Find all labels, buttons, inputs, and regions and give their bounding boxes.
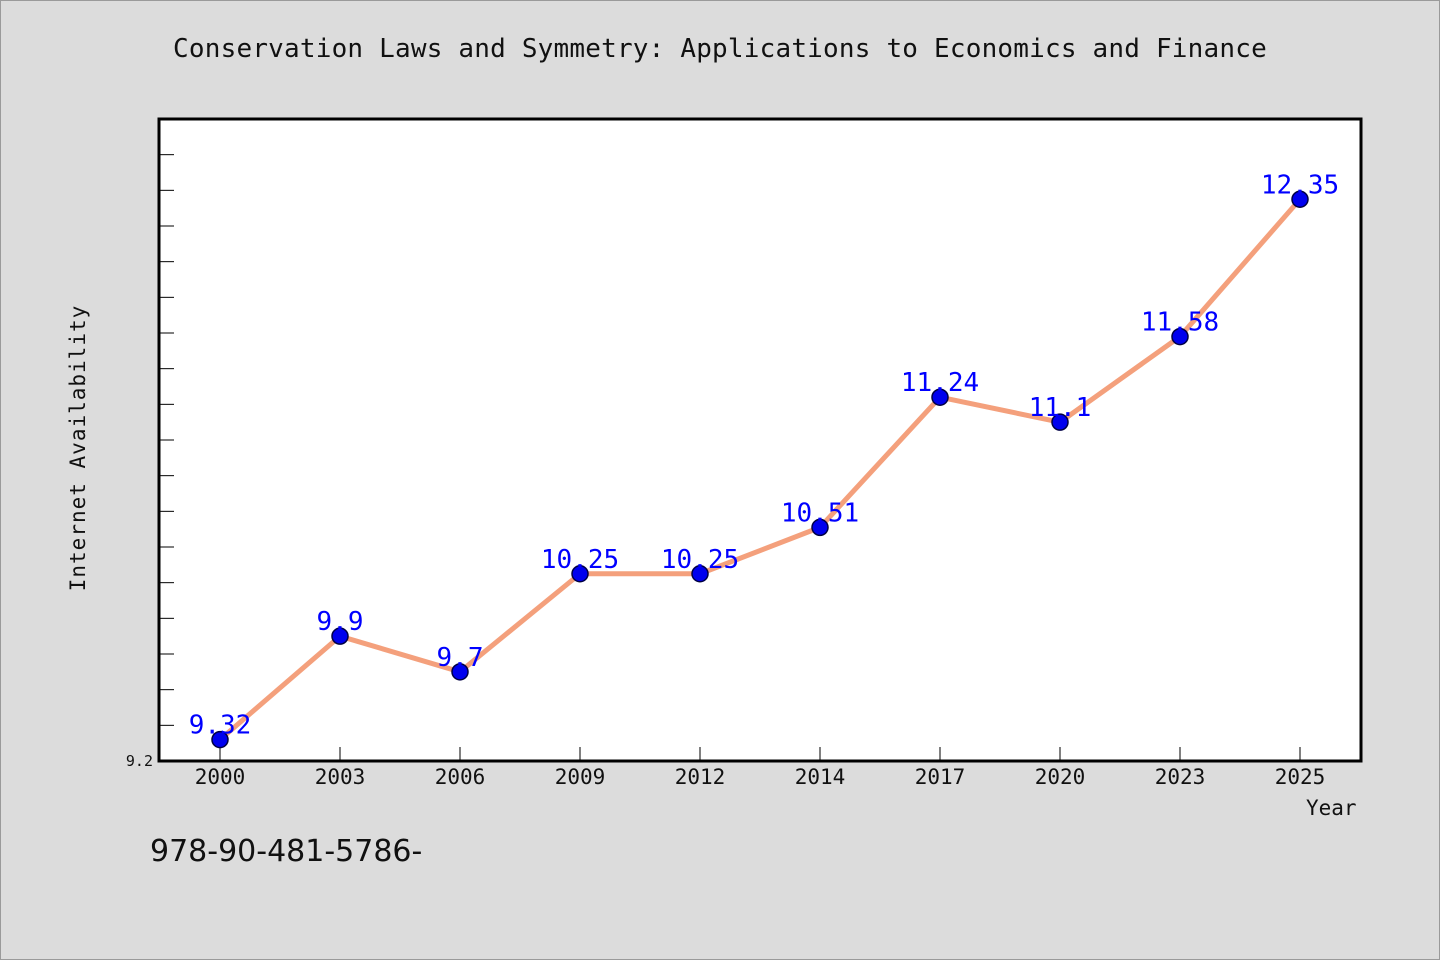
data-point [1051, 413, 1069, 431]
x-tick-label: 2023 [1155, 765, 1206, 789]
data-point [211, 730, 229, 749]
chart-title: Conservation Laws and Symmetry: Applicat… [173, 34, 1267, 64]
y-tick-label: 9.2 [126, 752, 153, 770]
series-line [217, 196, 1303, 743]
axis-ticks [159, 118, 1301, 762]
x-tick-label: 2003 [315, 765, 366, 789]
data-label: 11.24 [901, 368, 979, 398]
data-label: 9.9 [317, 607, 364, 637]
data-label: 10.51 [781, 498, 859, 528]
x-tick-label: 2017 [915, 765, 966, 789]
data-label: 10.25 [541, 545, 619, 575]
data-label: 12.35 [1261, 170, 1339, 200]
data-label: 10.25 [661, 545, 739, 575]
x-tick-label: 2006 [435, 765, 486, 789]
x-tick-label: 2012 [675, 765, 726, 789]
x-axis-label: Year [1306, 796, 1357, 820]
data-point [331, 627, 349, 645]
data-point [451, 663, 469, 681]
data-points [211, 190, 1309, 749]
x-tick-label: 2014 [795, 765, 846, 789]
footer-code: 978-90-481-5786- [150, 834, 423, 869]
x-tick-label: 2009 [555, 765, 606, 789]
data-label: 9.32 [189, 711, 252, 741]
data-point [1171, 327, 1189, 346]
data-point [691, 565, 709, 583]
data-label: 9.7 [437, 643, 484, 673]
data-point [811, 518, 829, 537]
plot-area [157, 117, 1363, 763]
x-tick-label: 2000 [195, 765, 246, 789]
data-point [1291, 190, 1309, 208]
x-tick-label: 2025 [1275, 765, 1326, 789]
data-labels: 9.32 9.9 9.7 10.25 10.25 10.51 11.24 11.1 11.58 1… [189, 170, 1339, 740]
data-point [571, 565, 589, 583]
data-label: 11.1 [1029, 393, 1092, 423]
x-tick-labels: 2000 2003 2006 2009 2012 2014 2017 2020 2023 2025 [195, 765, 1326, 789]
data-point [931, 388, 949, 406]
series-line-layer [217, 196, 1303, 743]
data-label: 11.58 [1141, 308, 1219, 338]
y-tick-labels: 9.2 [126, 752, 153, 770]
x-tick-label: 2020 [1035, 765, 1086, 789]
